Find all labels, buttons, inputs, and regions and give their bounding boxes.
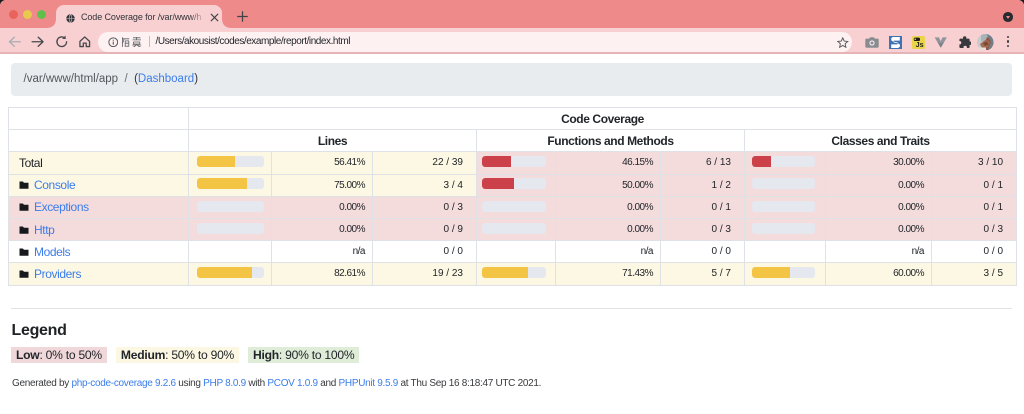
- svg-text:Js: Js: [915, 40, 923, 49]
